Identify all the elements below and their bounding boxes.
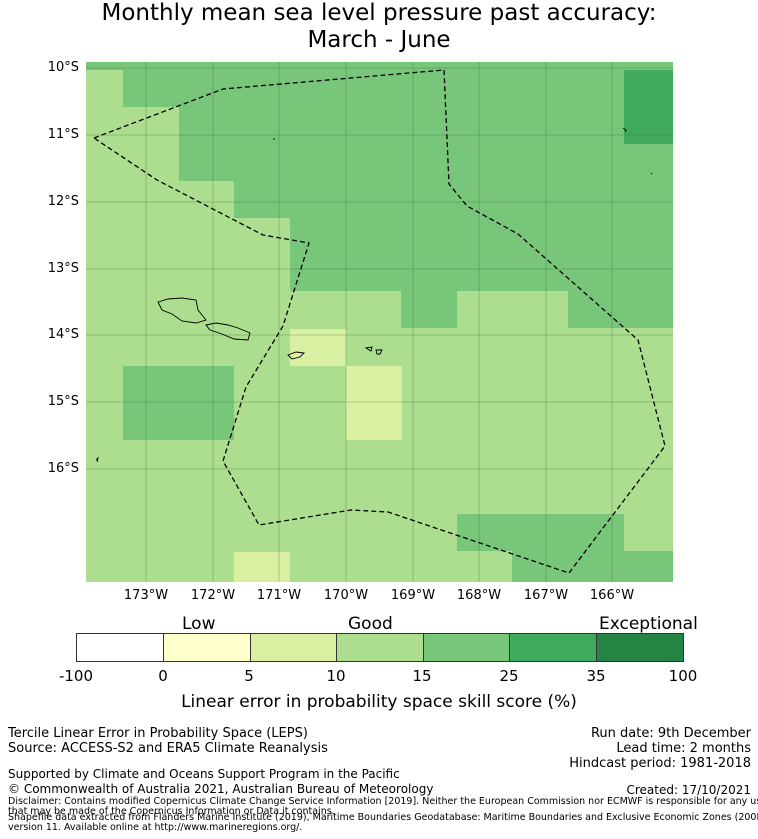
- ofu-island: [364, 346, 373, 352]
- lon-label: 170°W: [323, 588, 369, 603]
- colorbar-tick: 35: [586, 667, 606, 685]
- footer-shapefile-2: version 11. Available online at http://w…: [8, 822, 303, 833]
- colorbar-tick: 10: [326, 667, 346, 685]
- lon-label: 166°W: [589, 588, 635, 603]
- lon-label: 169°W: [390, 588, 436, 603]
- colorbar-tick: 15: [412, 667, 432, 685]
- colorbar-cell: [509, 633, 597, 662]
- footer-disclaimer-2: that may be made of the Copernicus Infor…: [8, 806, 335, 817]
- skill-map: [86, 62, 673, 582]
- colorbar-tick: -100: [58, 667, 94, 685]
- grid-region-exceptional: [624, 70, 673, 144]
- colorbar-tick: 100: [668, 667, 698, 685]
- small-island-2: [622, 127, 627, 133]
- small-island-4: [95, 456, 99, 463]
- footer-lead-time: Lead time: 2 months: [616, 741, 751, 756]
- graticule: [86, 62, 673, 582]
- footer-run-date: Run date: 9th December: [590, 726, 751, 741]
- colorbar-label: Linear error in probability space skill …: [181, 692, 577, 712]
- footer-disclaimer-1: Disclaimer: Contains modified Copernicus…: [8, 796, 758, 807]
- footer-method: Tercile Linear Error in Probability Spac…: [8, 726, 308, 741]
- colorbar-cell: [163, 633, 251, 662]
- footer-hindcast: Hindcast period: 1981-2018: [569, 756, 751, 771]
- grid-region-west: [123, 366, 234, 440]
- lat-label: 13°S: [47, 261, 79, 276]
- footer-copyright: © Commonwealth of Australia 2021, Austra…: [8, 782, 434, 796]
- lat-label: 15°S: [47, 394, 79, 409]
- lat-label: 16°S: [47, 461, 79, 476]
- lat-label: 14°S: [47, 327, 79, 342]
- grid-region-good-plus: [86, 62, 673, 328]
- colorbar-cell: [423, 633, 511, 662]
- grid-cell-light-1: [290, 329, 346, 366]
- lon-label: 171°W: [256, 588, 302, 603]
- grid-cell-light-3: [234, 552, 290, 582]
- map-title-line1: Monthly mean sea level pressure past acc…: [101, 0, 657, 26]
- lon-label: 173°W: [123, 588, 169, 603]
- map-title-line2: March - June: [307, 27, 451, 53]
- colorbar-tick: 25: [499, 667, 519, 685]
- colorbar-cell: [76, 633, 164, 662]
- tutuila-island: [287, 351, 305, 360]
- category-exceptional: Exceptional: [599, 614, 698, 634]
- footer-shapefile-1: Shapefile data extracted from Flanders M…: [8, 812, 758, 823]
- lon-label: 172°W: [190, 588, 236, 603]
- footer-source: Source: ACCESS-S2 and ERA5 Climate Reana…: [8, 741, 328, 756]
- lon-label: 168°W: [456, 588, 502, 603]
- grid-region-south-east: [457, 514, 673, 582]
- colorbar-tick: 5: [244, 667, 254, 685]
- colorbar-cell: [336, 633, 424, 662]
- category-low: Low: [182, 614, 216, 634]
- upolu-island: [205, 322, 251, 341]
- islands: [95, 127, 653, 463]
- lat-label: 11°S: [47, 127, 79, 142]
- colorbar-tick: 0: [158, 667, 168, 685]
- category-good: Good: [348, 614, 393, 634]
- savaii-island: [157, 297, 207, 324]
- footer-created: Created: 17/10/2021: [626, 783, 751, 797]
- skill-map-canvas: [86, 62, 673, 582]
- tau-island: [375, 349, 383, 355]
- eez-boundary: [92, 69, 666, 574]
- footer-support: Supported by Climate and Oceans Support …: [8, 767, 400, 781]
- lat-label: 10°S: [47, 60, 79, 75]
- colorbar-cell: [250, 633, 338, 662]
- lon-label: 167°W: [523, 588, 569, 603]
- grid-cell-light-2: [346, 366, 402, 440]
- lat-label: 12°S: [47, 194, 79, 209]
- small-island-3: [650, 172, 653, 175]
- colorbar-cell: [596, 633, 684, 662]
